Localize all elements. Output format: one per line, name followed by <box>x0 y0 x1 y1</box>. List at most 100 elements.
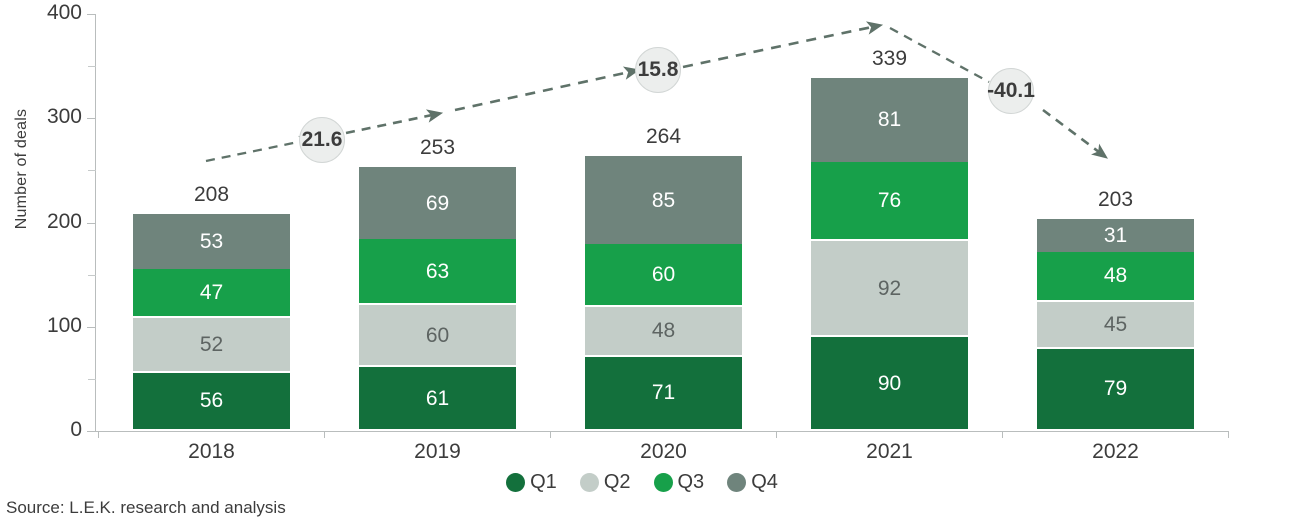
bar-segment-q2[interactable]: 60 <box>359 304 516 368</box>
y-tick-label: 0 <box>70 418 82 441</box>
legend-label: Q3 <box>677 471 705 493</box>
bar-stack: 69 63 60 61 <box>359 167 516 431</box>
x-tick-label: 2019 <box>414 440 461 463</box>
bar-segment-value: 48 <box>1103 264 1128 288</box>
legend-label: Q2 <box>603 471 631 493</box>
bar-total-label: 203 <box>1097 188 1134 212</box>
y-tick-label: 400 <box>46 1 82 24</box>
bar-segment-value: 61 <box>425 386 450 410</box>
y-tick-label: 100 <box>46 313 82 337</box>
bar-segment-value: 81 <box>877 108 902 132</box>
bar-segment-q1[interactable]: 79 <box>1037 348 1194 431</box>
y-tick-mark <box>87 118 96 120</box>
bar-segment-value: 48 <box>651 319 676 343</box>
x-tick-label: 2020 <box>640 440 687 463</box>
bar-segment-value: 71 <box>651 381 676 405</box>
y-tick-minor-mark <box>88 378 96 380</box>
bar-group[interactable]: 253 69 63 60 61 <box>359 127 516 431</box>
bar-segment-q2[interactable]: 45 <box>1037 301 1194 349</box>
legend-item-q3[interactable]: Q3 <box>653 471 705 494</box>
bar-segment-value: 52 <box>199 333 224 357</box>
cagr-bubble-label: 15.8 <box>637 58 679 81</box>
bar-segment-value: 45 <box>1103 312 1128 336</box>
bar-segment-q4[interactable]: 81 <box>811 77 968 163</box>
bar-segment-value: 53 <box>199 230 224 254</box>
bar-segment-q3[interactable]: 47 <box>133 269 290 319</box>
cagr-bubble-2019-2021: 15.8 <box>635 47 681 93</box>
bar-group[interactable]: 203 31 48 45 79 <box>1037 179 1194 431</box>
bar-stack: 85 60 48 71 <box>585 155 742 431</box>
y-tick-minor-mark <box>88 274 96 276</box>
legend-item-q1[interactable]: Q1 <box>506 471 557 494</box>
bar-segment-q2[interactable]: 48 <box>585 306 742 357</box>
bar-segment-value: 92 <box>877 276 902 300</box>
y-axis-title: Number of deals <box>13 108 30 230</box>
bar-segment-q2[interactable]: 92 <box>811 241 968 338</box>
legend: Q1 Q2 Q3 Q4 <box>0 471 1300 494</box>
bar-stack: 81 76 92 90 <box>811 77 968 431</box>
bar-segment-q3[interactable]: 48 <box>1037 251 1194 302</box>
y-tick-minor-mark <box>88 170 96 172</box>
bar-segment-q4[interactable]: 53 <box>133 214 290 270</box>
bar-segment-q2[interactable]: 52 <box>133 318 290 373</box>
y-tick-label: 200 <box>46 209 82 233</box>
bar-stack: 31 48 45 79 <box>1037 219 1194 431</box>
bar-segment-q1[interactable]: 61 <box>359 367 516 431</box>
bar-segment-q1[interactable]: 90 <box>811 337 968 431</box>
x-tick-label: 2022 <box>1092 440 1139 463</box>
bar-total-label: 339 <box>871 46 908 70</box>
cagr-bubble-label: 21.6 <box>301 128 343 151</box>
trend-arrow-segment-1 <box>205 135 314 163</box>
legend-label: Q1 <box>530 471 557 493</box>
y-tick-mark <box>87 431 96 432</box>
x-axis-line <box>95 431 1228 432</box>
bar-segment-value: 60 <box>651 263 676 287</box>
y-tick-mark <box>87 14 96 15</box>
legend-swatch-icon <box>727 473 747 492</box>
cagr-bubble-label: -40.1 <box>987 79 1035 102</box>
bar-segment-q4[interactable]: 85 <box>585 155 742 245</box>
bar-total-label: 253 <box>419 136 456 160</box>
bar-segment-value: 47 <box>199 281 224 305</box>
bar-group[interactable]: 264 85 60 48 71 <box>585 116 742 431</box>
bar-segment-value: 79 <box>1103 377 1128 401</box>
bar-segment-value: 76 <box>877 189 902 213</box>
x-tick-mark <box>550 431 551 438</box>
cagr-bubble-2018-2019: 21.6 <box>299 117 345 163</box>
bar-segment-q1[interactable]: 71 <box>585 356 742 431</box>
y-tick-mark <box>87 222 96 224</box>
bar-segment-q3[interactable]: 63 <box>359 239 516 305</box>
y-tick-label: 300 <box>46 105 82 129</box>
bar-segment-value: 63 <box>425 259 450 283</box>
trend-arrow-segment-3 <box>454 66 641 112</box>
bar-segment-q1[interactable]: 56 <box>133 372 290 431</box>
bar-group[interactable]: 208 53 47 52 56 <box>133 174 290 431</box>
x-tick-mark <box>1002 431 1003 438</box>
x-tick-mark <box>98 431 99 438</box>
legend-item-q4[interactable]: Q4 <box>727 471 778 494</box>
legend-item-q2[interactable]: Q2 <box>579 471 631 494</box>
bar-segment-q4[interactable]: 31 <box>1037 219 1194 252</box>
x-tick-mark <box>324 431 325 438</box>
bar-segment-value: 90 <box>877 371 902 395</box>
legend-swatch-icon <box>579 473 599 492</box>
bar-segment-q4[interactable]: 69 <box>359 167 516 240</box>
bar-stack: 53 47 52 56 <box>133 214 290 431</box>
bar-segment-q3[interactable]: 76 <box>811 162 968 242</box>
bar-segment-q3[interactable]: 60 <box>585 244 742 307</box>
cagr-bubble-2021-2022: -40.1 <box>987 68 1035 114</box>
bar-total-label: 264 <box>645 124 682 148</box>
y-tick-mark <box>87 326 96 328</box>
legend-swatch-icon <box>506 473 526 492</box>
legend-label: Q4 <box>751 471 778 493</box>
bar-segment-value: 60 <box>425 323 450 347</box>
bar-total-label: 208 <box>193 183 230 207</box>
x-tick-mark <box>776 431 777 438</box>
bar-segment-value: 31 <box>1103 224 1128 248</box>
bar-segment-value: 69 <box>425 191 450 215</box>
trend-arrow-segment-6 <box>1042 108 1108 159</box>
legend-swatch-icon <box>653 473 673 492</box>
y-tick-minor-mark <box>88 66 96 68</box>
bar-group[interactable]: 339 81 76 92 90 <box>811 38 968 431</box>
